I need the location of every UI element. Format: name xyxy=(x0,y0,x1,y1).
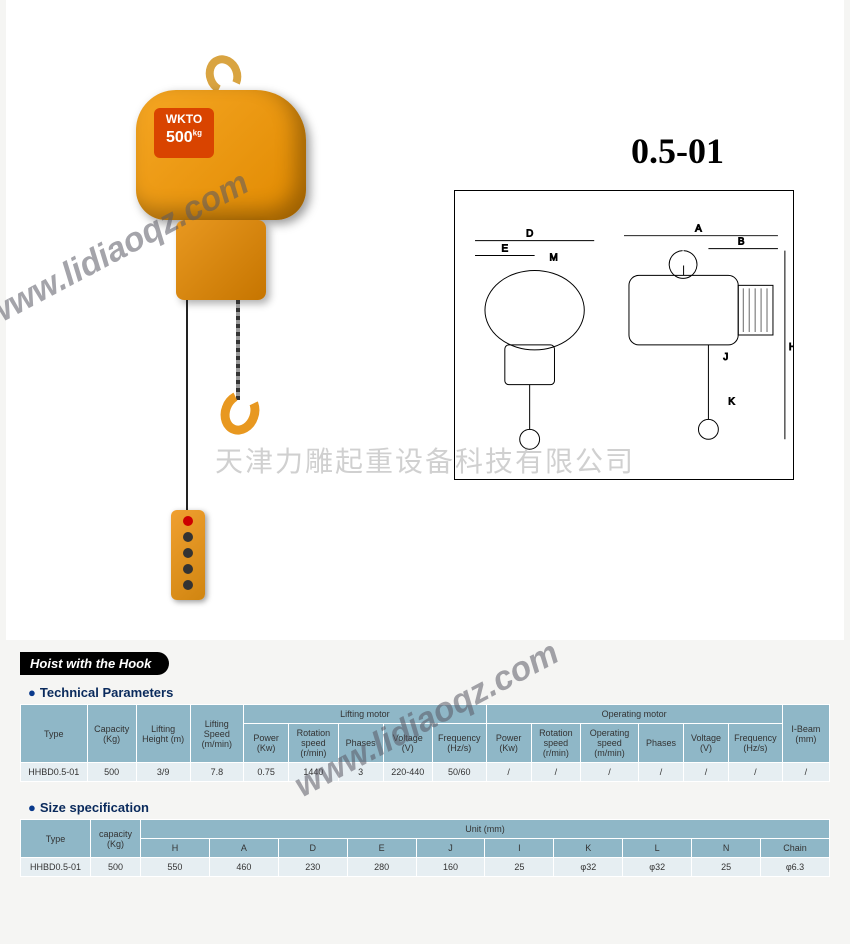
th: Lifting motor xyxy=(244,705,486,724)
hoist-nameplate: WKTO 500kg xyxy=(154,108,214,158)
th: Unit (mm) xyxy=(141,820,830,839)
product-photo: WKTO 500kg xyxy=(76,40,376,600)
tech-table-title: Technical Parameters xyxy=(28,685,850,700)
pendant-button-icon xyxy=(183,532,193,542)
table-row: HHBD0.5-01 500 3/9 7.8 0.75 1440 3 220-4… xyxy=(21,763,830,782)
td: 460 xyxy=(209,858,278,877)
svg-text:D: D xyxy=(526,229,533,240)
td: 25 xyxy=(485,858,554,877)
th: K xyxy=(554,839,623,858)
td: 220-440 xyxy=(383,763,432,782)
th: Lifting Speed (m/min) xyxy=(190,705,244,763)
pendant-wire xyxy=(186,300,188,520)
th: Phases xyxy=(638,724,683,763)
technical-parameters-table: Type Capacity (Kg) Lifting Height (m) Li… xyxy=(20,704,830,782)
tables-section: Hoist with the Hook Technical Parameters… xyxy=(0,644,850,877)
td: 1440 xyxy=(289,763,338,782)
th: Lifting Height (m) xyxy=(136,705,190,763)
pendant-control xyxy=(171,510,205,600)
brand-text: WKTO xyxy=(154,112,214,128)
td: 500 xyxy=(91,858,141,877)
td: 280 xyxy=(347,858,416,877)
td: φ6.3 xyxy=(761,858,830,877)
th: Power (Kw) xyxy=(244,724,289,763)
th: Rotation speed (r/min) xyxy=(289,724,338,763)
th: Frequency (Hz/s) xyxy=(432,724,486,763)
product-area: WKTO 500kg 0.5-01 D xyxy=(6,0,844,640)
svg-text:A: A xyxy=(695,224,702,235)
th: Phases xyxy=(338,724,383,763)
td: HHBD0.5-01 xyxy=(21,858,91,877)
td: φ32 xyxy=(554,858,623,877)
td: 3 xyxy=(338,763,383,782)
svg-text:E: E xyxy=(502,244,509,255)
th: L xyxy=(623,839,692,858)
model-number: 0.5-01 xyxy=(631,130,724,172)
bottom-hook-icon xyxy=(214,385,265,440)
technical-drawing: D E M A xyxy=(454,190,794,480)
td: / xyxy=(684,763,729,782)
td: / xyxy=(486,763,531,782)
svg-text:K: K xyxy=(728,397,735,408)
th: D xyxy=(278,839,347,858)
size-table-title: Size specification xyxy=(28,800,850,815)
svg-text:J: J xyxy=(723,352,728,363)
th: A xyxy=(209,839,278,858)
table-row: HHBD0.5-01 500 550 460 230 280 160 25 φ3… xyxy=(21,858,830,877)
svg-text:H: H xyxy=(789,342,793,353)
th: N xyxy=(692,839,761,858)
td: 0.75 xyxy=(244,763,289,782)
th: Operating speed (m/min) xyxy=(581,724,639,763)
th: Frequency (Hz/s) xyxy=(729,724,783,763)
td: / xyxy=(782,763,829,782)
th: E xyxy=(347,839,416,858)
pendant-button-icon xyxy=(183,564,193,574)
th: capacity (Kg) xyxy=(91,820,141,858)
th: Chain xyxy=(761,839,830,858)
td: 25 xyxy=(692,858,761,877)
th: Voltage (V) xyxy=(383,724,432,763)
chain-container xyxy=(176,220,266,300)
svg-text:M: M xyxy=(550,253,558,264)
td: 3/9 xyxy=(136,763,190,782)
td: 50/60 xyxy=(432,763,486,782)
td: 230 xyxy=(278,858,347,877)
chain-icon xyxy=(236,300,240,400)
th: Rotation speed (r/min) xyxy=(531,724,580,763)
th: Type xyxy=(21,705,88,763)
td: φ32 xyxy=(623,858,692,877)
td: / xyxy=(638,763,683,782)
pendant-button-icon xyxy=(183,548,193,558)
capacity-unit: kg xyxy=(193,128,202,137)
th: Voltage (V) xyxy=(684,724,729,763)
th: J xyxy=(416,839,485,858)
th: I xyxy=(485,839,554,858)
th: Type xyxy=(21,820,91,858)
td: 7.8 xyxy=(190,763,244,782)
capacity-value: 500 xyxy=(166,129,193,146)
td: 160 xyxy=(416,858,485,877)
pendant-button-icon xyxy=(183,580,193,590)
th: Power (Kw) xyxy=(486,724,531,763)
td: / xyxy=(729,763,783,782)
th: Operating motor xyxy=(486,705,782,724)
svg-text:B: B xyxy=(738,237,745,248)
section-badge: Hoist with the Hook xyxy=(20,652,169,675)
th: Capacity (Kg) xyxy=(87,705,136,763)
td: / xyxy=(581,763,639,782)
th: I-Beam (mm) xyxy=(782,705,829,763)
td: / xyxy=(531,763,580,782)
pendant-stop-button-icon xyxy=(183,516,193,526)
size-specification-table: Type capacity (Kg) Unit (mm) H A D E J I… xyxy=(20,819,830,877)
td: 500 xyxy=(87,763,136,782)
td: HHBD0.5-01 xyxy=(21,763,88,782)
td: 550 xyxy=(141,858,210,877)
th: H xyxy=(141,839,210,858)
